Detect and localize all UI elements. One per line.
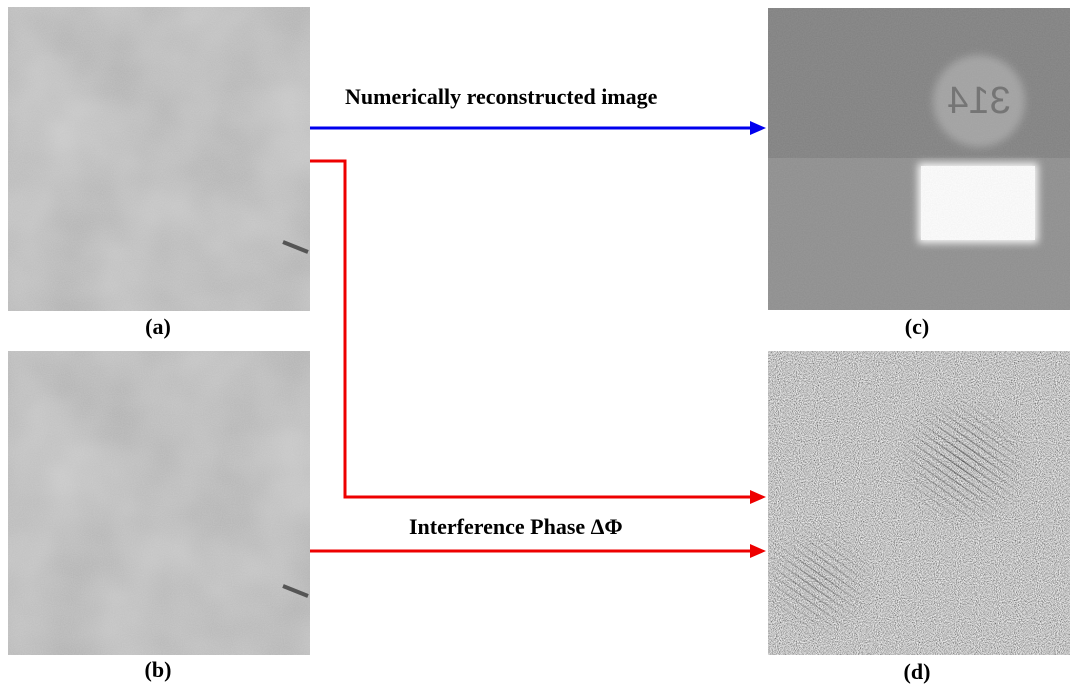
reconstructed-image-c: 314 <box>768 8 1070 310</box>
hologram-image-a <box>8 7 310 311</box>
caption-a: (a) <box>145 314 171 339</box>
caption-d: (d) <box>903 659 931 684</box>
red-arrow-a-to-d <box>310 159 766 504</box>
caption-b: (b) <box>144 657 172 682</box>
interference-phase-image-d <box>768 351 1070 655</box>
red-arrow-b-to-d <box>310 544 766 558</box>
top-arrow-label: Numerically reconstructed image <box>345 84 658 109</box>
hologram-image-b <box>8 351 310 655</box>
caption-c: (c) <box>904 314 930 339</box>
bottom-arrow-label: Interference Phase ΔΦ <box>409 514 623 539</box>
blue-arrow <box>310 121 766 135</box>
